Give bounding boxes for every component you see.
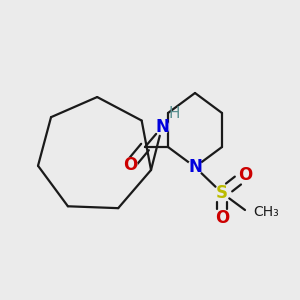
Circle shape (215, 186, 229, 200)
Text: N: N (155, 118, 169, 136)
Text: CH₃: CH₃ (253, 205, 279, 219)
Circle shape (215, 211, 229, 225)
Text: O: O (238, 166, 252, 184)
Text: N: N (188, 158, 202, 176)
Text: O: O (123, 156, 137, 174)
Circle shape (123, 158, 137, 172)
Circle shape (238, 168, 252, 182)
Circle shape (155, 120, 169, 134)
Text: H: H (168, 106, 180, 122)
Circle shape (188, 160, 202, 174)
Text: S: S (216, 184, 228, 202)
Text: O: O (215, 209, 229, 227)
